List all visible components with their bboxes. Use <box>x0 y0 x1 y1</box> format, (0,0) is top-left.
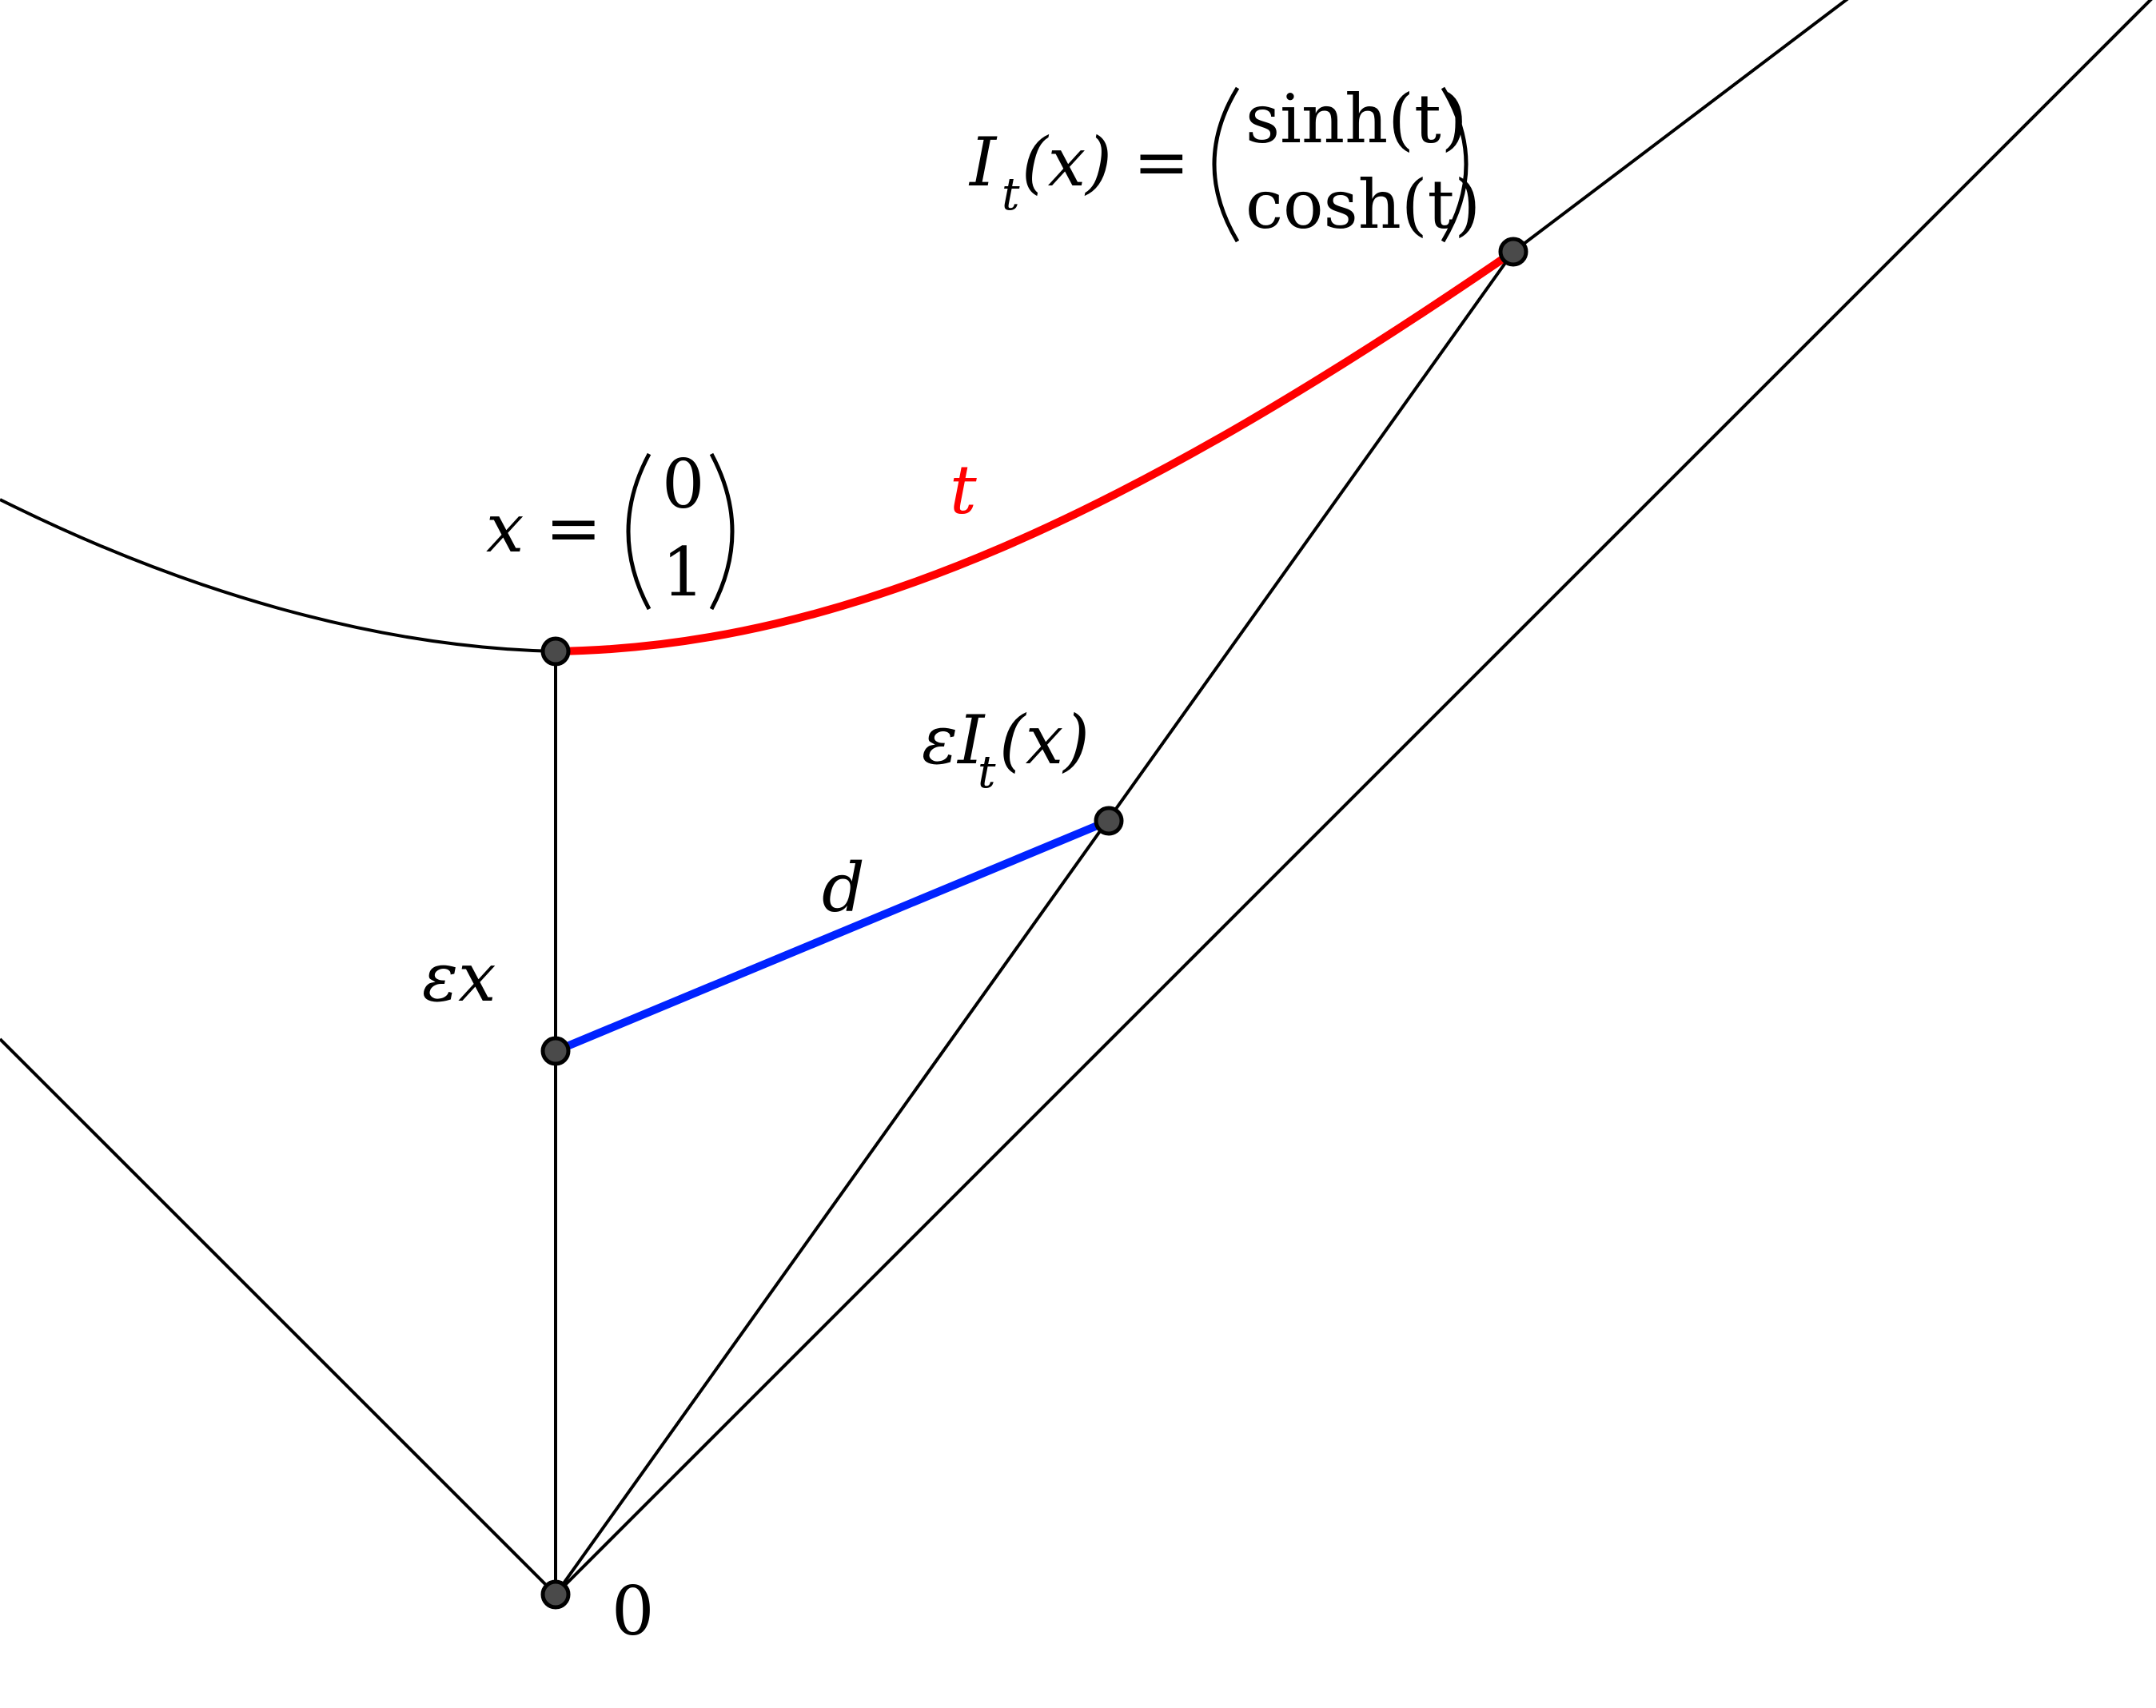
eps-It-x-subscript: t <box>978 747 996 798</box>
x-vector-left-paren <box>626 452 652 611</box>
origin-label: 0 <box>612 1572 654 1650</box>
x-vector-bottom: 1 <box>662 533 704 611</box>
ray-through-It-x <box>554 250 1515 1596</box>
hyperbola-curve-left <box>0 498 556 653</box>
x-vector-label: x = 0 1 <box>486 445 735 611</box>
It-vector-top: sinh(t) <box>1245 80 1467 158</box>
x-vector-top: 0 <box>662 445 704 524</box>
light-cone-left-line <box>0 1037 557 1596</box>
d-segment <box>554 817 1110 1055</box>
It-vector-left-paren <box>1212 86 1240 243</box>
eps-It-x-point <box>1094 806 1124 836</box>
eps-It-x-argument: (x) <box>999 701 1090 779</box>
eps-It-x-main: εI <box>922 701 986 779</box>
eps-x-point <box>540 1036 571 1066</box>
It-x-point <box>1498 237 1528 267</box>
eps-It-x-label: εI t (x) <box>922 701 1090 798</box>
t-arc <box>555 248 1516 655</box>
It-vector-bottom: cosh(t) <box>1245 165 1481 244</box>
d-label: d <box>822 849 865 927</box>
hyperbola-asymptote-tail <box>1512 0 1849 253</box>
It-main: I <box>968 123 998 201</box>
It-x-vector-label: I t (x) = sinh(t) cosh(t) <box>968 80 1481 244</box>
x-equals-text: x = <box>486 489 601 567</box>
light-cone-right-line <box>554 0 2153 1596</box>
origin-point <box>540 1579 571 1610</box>
t-label: t <box>950 451 977 529</box>
x-point <box>540 636 571 667</box>
x-vector-right-paren <box>709 452 735 611</box>
eps-x-label: εx <box>422 938 496 1017</box>
It-subscript: t <box>1002 169 1020 221</box>
It-argument: (x) = <box>1022 123 1190 201</box>
It-vector-right-paren <box>1441 86 1469 243</box>
